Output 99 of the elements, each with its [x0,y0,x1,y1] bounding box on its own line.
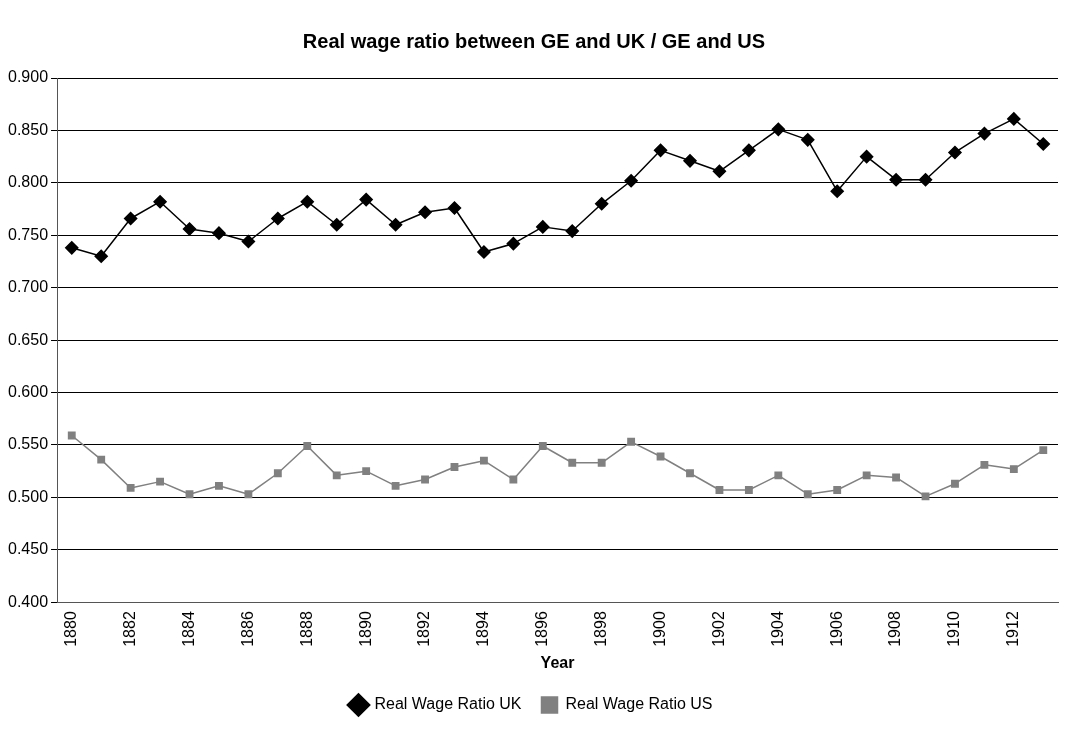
x-tick-label: 1902 [709,611,727,647]
point [774,471,783,480]
y-tick-label: 0.450 [7,540,49,558]
point [359,192,373,207]
point [742,143,756,158]
point [594,197,609,211]
point [300,194,315,209]
point [215,481,223,490]
point [450,463,459,471]
point [421,475,429,484]
point [859,149,874,164]
y-tick-label: 0.850 [7,120,49,138]
point [477,245,491,259]
point [1039,446,1048,455]
point [332,471,341,480]
point [271,211,285,226]
point [803,490,812,499]
x-axis-title: Year [540,653,575,671]
point [597,458,606,467]
x-tick-label: 1888 [297,611,315,647]
point [153,194,167,209]
point [126,484,135,492]
point [418,205,432,219]
x-tick-label: 1904 [768,611,786,647]
point [715,486,724,494]
point [1036,137,1051,151]
legend-label: Real Wage Ratio US [565,695,713,713]
y-tick-label: 0.600 [7,382,49,400]
point [624,173,638,188]
point [362,467,371,476]
x-tick-label: 1912 [1004,611,1022,647]
point [506,236,521,251]
point [447,201,462,215]
point [123,211,138,226]
point [509,475,518,484]
point [329,218,344,232]
point [653,143,668,158]
point [244,490,253,499]
y-tick-label: 0.500 [7,487,49,505]
y-tick-label: 0.400 [7,592,49,610]
x-tick-label: 1910 [945,611,963,647]
y-tick-label: 0.550 [7,435,49,453]
point [536,220,550,234]
point [94,249,108,263]
x-tick-label: 1886 [238,611,256,647]
x-tick-label: 1890 [356,611,374,647]
x-tick-label: 1884 [179,611,197,647]
point [683,154,697,168]
point [977,126,992,141]
point [889,172,903,187]
point [156,477,165,486]
x-tick-label: 1894 [474,611,492,647]
point [892,473,901,482]
point [538,442,547,450]
x-tick-label: 1900 [650,611,668,647]
y-tick-label: 0.800 [7,173,49,191]
chart-title: Real wage ratio between GE and UK / GE and US [301,30,767,53]
point [241,234,256,249]
point [771,122,786,137]
point [391,481,400,490]
point [65,241,79,255]
point [565,224,579,238]
x-tick-label: 1892 [415,611,433,647]
y-tick-label: 0.750 [7,225,49,243]
point [182,222,197,236]
point [479,456,488,465]
x-tick-label: 1882 [121,611,139,647]
point [830,184,844,198]
legend-label: Real Wage Ratio UK [374,695,522,713]
x-tick-label: 1906 [827,611,845,647]
point [833,486,842,494]
y-tick-label: 0.700 [7,278,49,296]
point [97,455,106,464]
point [388,218,403,232]
point [862,471,871,480]
point [921,492,930,501]
point [801,133,815,147]
point [273,469,282,478]
point [948,145,962,160]
point [712,164,727,179]
y-tick-label: 0.650 [7,330,49,348]
point [686,469,694,478]
point [1007,112,1021,126]
point [627,437,636,446]
point [185,490,194,499]
point [212,226,226,240]
point [67,431,76,440]
point [744,486,753,494]
point [918,172,933,187]
x-tick-label: 1908 [886,611,904,647]
x-tick-label: 1896 [533,611,551,647]
point [1009,465,1018,473]
x-tick-label: 1880 [62,611,80,647]
x-tick-label: 1898 [592,611,610,647]
y-tick-label: 0.900 [7,68,49,86]
point [951,479,959,488]
point [303,442,312,450]
point [568,458,577,467]
point [980,460,989,469]
